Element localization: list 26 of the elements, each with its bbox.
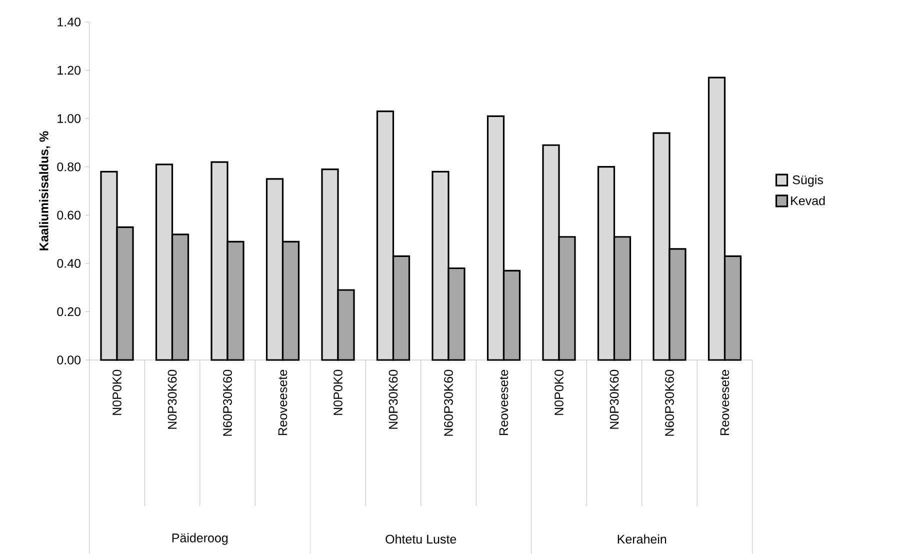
x-tick-label: N60P30K60	[223, 370, 232, 436]
text: Kerahein	[618, 534, 666, 544]
y-tick-label: 0.80	[57, 162, 81, 172]
y-tick-label: 0.20	[57, 307, 81, 316]
text: Ohtetu Luste	[386, 534, 456, 544]
y-tick-label: 0.60	[57, 210, 81, 220]
y-tick-label: 0.40	[57, 259, 81, 268]
x-tick-label: N60P30K60	[444, 370, 453, 436]
y-tick-label: 0.00	[57, 356, 81, 364]
legend-label: Sügis	[792, 175, 823, 187]
y-tick-label: 1.20	[58, 66, 81, 75]
x-tick-label: Reoveesete	[720, 370, 730, 436]
text: Päideroog	[172, 533, 228, 545]
x-tick-label: N0P0K0	[112, 370, 122, 415]
x-tick-label: N0P30K60	[168, 370, 177, 429]
x-tick-label: Reoveesete	[278, 370, 288, 436]
x-tick-label: N0P30K60	[610, 370, 619, 429]
x-tick-label: Reoveesete	[499, 370, 508, 436]
x-tick-label: N0P0K0	[334, 370, 342, 415]
x-tick-label: N60P30K60	[665, 370, 674, 436]
y-tick-label: 1.40	[58, 18, 81, 26]
y-tick-label: 1.00	[58, 114, 81, 123]
x-tick-label: N0P0K0	[554, 370, 564, 415]
x-tick-label: N0P30K60	[388, 370, 398, 429]
legend-label: Kevad	[791, 196, 825, 206]
y-axis-title: Kaaliumisisaldus, %	[39, 131, 50, 250]
